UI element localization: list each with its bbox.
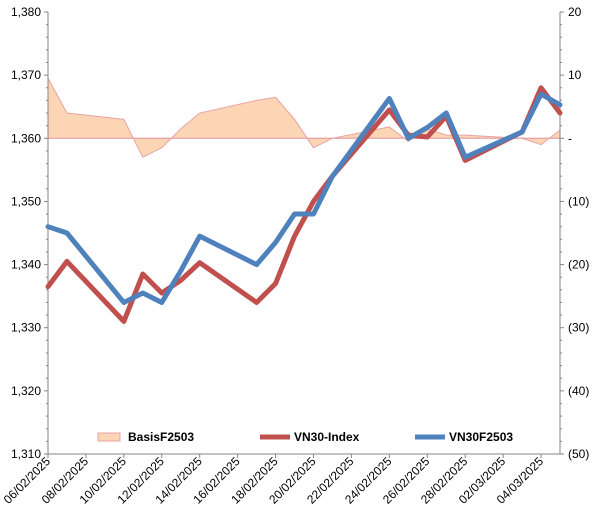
- right-axis-tick-label: (50): [568, 447, 589, 461]
- vn30f2503-series-line: [45, 91, 563, 305]
- axes-layer: [44, 11, 564, 458]
- right-axis-tick-label: 10: [568, 68, 582, 82]
- legend-label-vn30-index: VN30-Index: [294, 430, 360, 444]
- left-axis-tick-label: 1,360: [11, 131, 41, 145]
- left-axis-tick-label: 1,320: [11, 384, 41, 398]
- left-axis-tick-label: 1,330: [11, 321, 41, 335]
- legend-label-vn30f2503: VN30F2503: [449, 430, 513, 444]
- right-axis-tick-label: -: [568, 131, 572, 145]
- left-axis-tick-label: 1,310: [11, 447, 41, 461]
- legend-label-basisf2503: BasisF2503: [128, 430, 194, 444]
- left-axis-tick-label: 1,370: [11, 68, 41, 82]
- right-axis-tick-label: 20: [568, 5, 582, 19]
- right-axis-tick-label: (10): [568, 194, 589, 208]
- right-axis-tick-label: (30): [568, 321, 589, 335]
- legend: BasisF2503 VN30-Index VN30F2503: [97, 430, 513, 444]
- left-axis-tick-label: 1,340: [11, 258, 41, 272]
- series-lines-layer: [45, 85, 563, 324]
- legend-swatch-basisf2503: [97, 432, 121, 442]
- basis-area: [47, 78, 561, 158]
- right-axis-tick-label: (20): [568, 258, 589, 272]
- right-axis-tick-label: (40): [568, 384, 589, 398]
- left-axis-tick-label: 1,350: [11, 194, 41, 208]
- basis-area-layer: [47, 78, 561, 158]
- left-axis-tick-label: 1,380: [11, 5, 41, 19]
